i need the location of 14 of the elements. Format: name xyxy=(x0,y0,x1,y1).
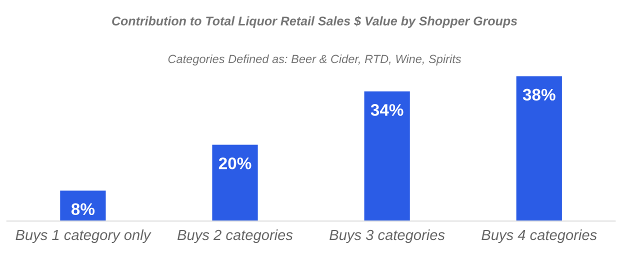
x-tick-label: Buys 2 categories xyxy=(178,229,293,244)
bar xyxy=(364,91,410,222)
x-tick-label: Buys 3 categories xyxy=(330,229,445,244)
bar xyxy=(60,190,106,222)
chart-subtitle: Categories Defined as: Beer & Cider, RTD, Wine, Spirits xyxy=(168,54,462,66)
x-tick-label: Buys 4 categories xyxy=(482,229,597,244)
data-label: 20% xyxy=(218,157,252,170)
data-label: 8% xyxy=(71,203,95,216)
data-label: 34% xyxy=(370,104,404,116)
bar xyxy=(212,144,258,222)
bar xyxy=(516,76,562,222)
chart-title: Contribution to Total Liquor Retail Sales $ Value by Shopper Groups xyxy=(112,16,518,28)
data-label: 38% xyxy=(522,88,556,101)
x-tick-label: Buys 1 category only xyxy=(16,229,152,244)
